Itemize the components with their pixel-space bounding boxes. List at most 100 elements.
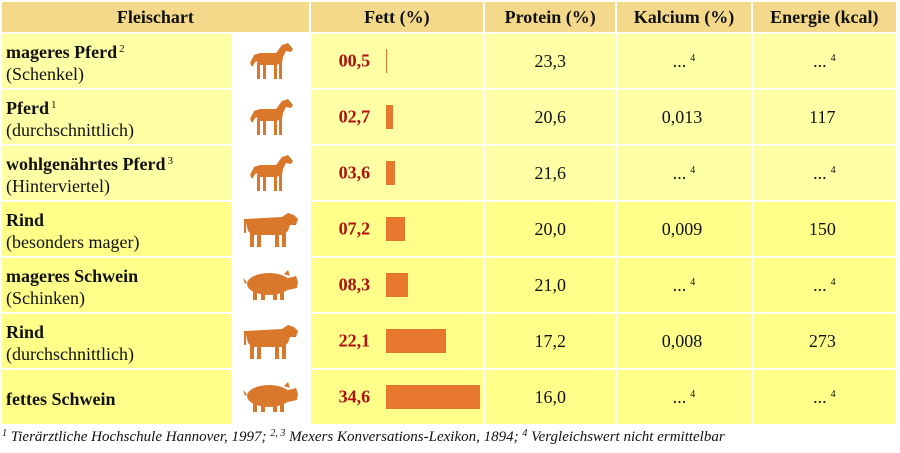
kalcium-cell: 0,013	[617, 90, 751, 144]
energie-footnote: 4	[830, 276, 836, 288]
table-row: fettes Schwein 34,6 16,0... 4... 4	[2, 370, 896, 424]
fett-value: 34,6	[338, 386, 371, 407]
protein-value: 21,0	[485, 258, 616, 312]
kalcium-value: ...	[672, 162, 687, 183]
fett-bar	[385, 217, 406, 241]
fett-cell: 08,3	[310, 258, 484, 312]
kalcium-cell: ... 4	[617, 258, 751, 312]
meat-name-footnote: 1	[50, 98, 57, 111]
fett-bar	[385, 49, 388, 73]
meat-name: Rind	[6, 209, 45, 230]
fett-cell: 07,2	[310, 202, 484, 256]
table-row: Rind (besonders mager) 07,2 20,0 0,009 150	[2, 202, 896, 256]
meat-cut: (Schinken)	[6, 287, 85, 308]
meat-name: mageres Pferd	[6, 41, 118, 62]
protein-value: 20,0	[485, 202, 616, 256]
header-fett: Fett (%)	[310, 2, 484, 32]
fett-bar	[385, 329, 446, 353]
protein-value: 17,2	[485, 314, 616, 368]
fett-cell: 00,5	[310, 34, 484, 88]
cow-icon	[233, 202, 309, 256]
fett-bar	[385, 105, 394, 129]
horse-icon	[233, 146, 309, 200]
energie-footnote: 4	[830, 52, 836, 64]
fett-value: 08,3	[338, 274, 371, 295]
kalcium-value: ...	[672, 386, 687, 407]
kalcium-footnote: 4	[690, 52, 696, 64]
table-row: Rind (durchschnittlich) 22,1 17,2 0,008 273	[2, 314, 896, 368]
footnote-sup-2: 2, 3	[270, 428, 286, 439]
kalcium-value: ...	[672, 50, 687, 71]
energie-value: ...	[813, 386, 827, 407]
kalcium-value: 0,013	[661, 106, 703, 127]
header-fleischart: Fleischart	[2, 2, 309, 32]
fett-bar	[385, 161, 396, 185]
header-protein: Protein (%)	[485, 2, 616, 32]
energie-cell: 117	[752, 90, 896, 144]
energie-footnote: 4	[830, 164, 836, 176]
energie-cell: ... 4	[752, 258, 896, 312]
header-energie: Energie (kcal)	[752, 2, 896, 32]
kalcium-cell: ... 4	[617, 146, 751, 200]
horse-icon	[233, 90, 309, 144]
fett-value: 03,6	[338, 162, 371, 183]
meat-name-cell: mageres Schwein (Schinken)	[2, 258, 231, 312]
footnote-sup-1: 1	[2, 428, 7, 439]
table-row: mageres Schwein (Schinken) 08,3 21,0... 4...…	[2, 258, 896, 312]
fett-cell: 03,6	[310, 146, 484, 200]
horse-icon	[233, 34, 309, 88]
meat-name-cell: Rind (besonders mager)	[2, 202, 231, 256]
fett-bar	[385, 273, 409, 297]
meat-cut: (durchschnittlich)	[6, 119, 134, 140]
footnote-text-3: Vergleichswert nicht ermittelbar	[527, 429, 725, 445]
meat-name: fettes Schwein	[6, 388, 116, 409]
energie-cell: ... 4	[752, 146, 896, 200]
header-kalcium: Kalcium (%)	[617, 2, 751, 32]
kalcium-cell: 0,009	[617, 202, 751, 256]
fett-value: 00,5	[338, 50, 371, 71]
footnote-text-2: Mexers Konversations-Lexikon, 1894;	[285, 429, 523, 445]
kalcium-footnote: 4	[690, 276, 696, 288]
footnote-sup-3: 4	[522, 428, 528, 439]
energie-value: 117	[809, 106, 836, 127]
fett-cell: 34,6	[310, 370, 484, 424]
energie-value: ...	[813, 162, 827, 183]
kalcium-value: ...	[672, 274, 687, 295]
fett-cell: 02,7	[310, 90, 484, 144]
meat-name-cell: Pferd 1 (durchschnittlich)	[2, 90, 231, 144]
meat-name: Pferd	[6, 97, 49, 118]
meat-name-footnote: 2	[119, 42, 125, 55]
meat-name: Rind	[6, 321, 45, 342]
kalcium-cell: ... 4	[617, 34, 751, 88]
cow-icon	[233, 314, 309, 368]
table-row: mageres Pferd 2 (Schenkel) 00,5 23,3... 4... 4	[2, 34, 896, 88]
kalcium-value: 0,009	[661, 218, 703, 239]
energie-footnote: 4	[830, 388, 836, 400]
pig-icon	[233, 258, 309, 312]
fett-value: 07,2	[338, 218, 371, 239]
meat-name-cell: Rind (durchschnittlich)	[2, 314, 231, 368]
protein-value: 20,6	[485, 90, 616, 144]
energie-value: ...	[813, 50, 827, 71]
meat-cut: (besonders mager)	[6, 231, 140, 252]
meat-name: mageres Schwein	[6, 265, 139, 286]
energie-value: 150	[808, 218, 836, 239]
energie-cell: ... 4	[752, 370, 896, 424]
energie-cell: ... 4	[752, 34, 896, 88]
meat-cut: (Hinterviertel)	[6, 175, 110, 196]
meat-cut: (Schenkel)	[6, 63, 84, 84]
fett-bar	[385, 385, 480, 409]
header-row: Fleischart Fett (%) Protein (%) Kalcium …	[2, 2, 896, 32]
meat-name-cell: fettes Schwein	[2, 370, 231, 424]
footnote-text-1: Tierärztliche Hochschule Hannover, 1997;	[7, 429, 271, 445]
protein-value: 21,6	[485, 146, 616, 200]
energie-value: 273	[808, 330, 836, 351]
kalcium-cell: 0,008	[617, 314, 751, 368]
protein-value: 16,0	[485, 370, 616, 424]
energie-cell: 273	[752, 314, 896, 368]
energie-cell: 150	[752, 202, 896, 256]
fett-cell: 22,1	[310, 314, 484, 368]
table-row: Pferd 1 (durchschnittlich) 02,7 20,6 0,013 117	[2, 90, 896, 144]
kalcium-footnote: 4	[690, 388, 696, 400]
